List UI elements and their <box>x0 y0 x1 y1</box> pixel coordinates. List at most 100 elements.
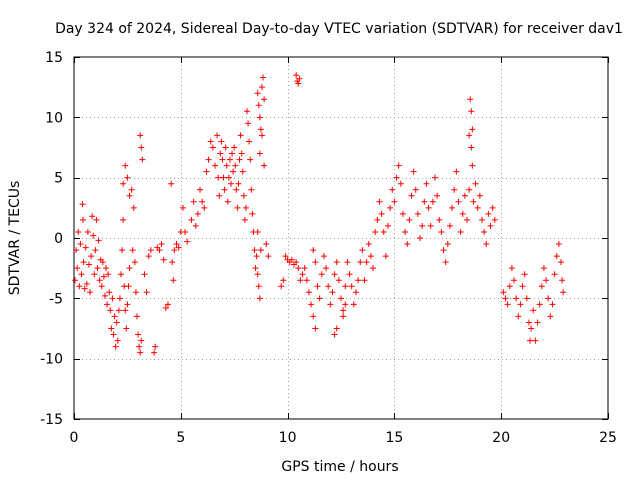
data-point <box>76 283 83 290</box>
data-point <box>333 259 340 266</box>
data-point <box>487 222 494 229</box>
data-point <box>421 198 428 205</box>
data-point <box>278 283 285 290</box>
y-tick-label: 10 <box>45 110 63 126</box>
y-tick-label: -10 <box>40 352 63 368</box>
data-point <box>314 283 321 290</box>
data-point <box>301 265 308 272</box>
data-point <box>256 295 263 302</box>
x-tick-label: 20 <box>492 430 510 446</box>
data-point <box>223 162 230 169</box>
data-point <box>523 295 530 302</box>
data-point <box>255 283 262 290</box>
data-point <box>335 277 342 284</box>
data-point <box>457 228 464 235</box>
data-point <box>160 256 167 263</box>
data-point <box>530 307 537 314</box>
data-point <box>156 247 163 254</box>
data-point <box>303 277 310 284</box>
data-point <box>122 307 129 314</box>
data-point <box>325 283 332 290</box>
data-point <box>547 313 554 320</box>
data-point <box>101 292 108 299</box>
data-point <box>412 186 419 193</box>
grid-lines <box>74 57 608 419</box>
data-point <box>376 198 383 205</box>
data-point <box>82 244 89 251</box>
x-tick-label: 5 <box>176 430 185 446</box>
data-point <box>111 313 118 320</box>
data-point <box>132 289 139 296</box>
data-point <box>188 216 195 223</box>
x-tick-label: 15 <box>385 430 403 446</box>
data-point <box>468 144 475 151</box>
data-point <box>116 295 123 302</box>
data-point <box>469 162 476 169</box>
data-point <box>226 156 233 163</box>
data-point <box>94 265 101 272</box>
data-point <box>182 228 189 235</box>
data-points <box>72 72 567 356</box>
data-point <box>113 319 120 326</box>
data-point <box>214 132 221 139</box>
data-point <box>372 228 379 235</box>
data-point <box>414 210 421 217</box>
x-axis-label: GPS time / hours <box>281 459 398 475</box>
data-point <box>138 144 145 151</box>
data-point <box>265 253 272 260</box>
data-point <box>236 156 243 163</box>
data-point <box>489 204 496 211</box>
data-point <box>464 216 471 223</box>
data-point <box>238 150 245 157</box>
y-tick-label: -15 <box>40 412 63 428</box>
data-point <box>203 168 210 175</box>
data-point <box>340 313 347 320</box>
data-point <box>504 301 511 308</box>
data-point <box>485 210 492 217</box>
data-point <box>538 283 545 290</box>
data-point <box>380 228 387 235</box>
data-point <box>229 150 236 157</box>
data-point <box>197 186 204 193</box>
data-point <box>316 295 323 302</box>
data-point <box>393 174 400 181</box>
data-point <box>254 271 261 278</box>
data-point <box>81 285 88 292</box>
data-point <box>468 108 475 115</box>
data-point <box>231 144 238 151</box>
data-point <box>88 253 95 260</box>
data-point <box>173 241 180 248</box>
data-point <box>329 289 336 296</box>
data-point <box>444 241 451 248</box>
data-point <box>108 325 115 332</box>
data-point <box>233 186 240 193</box>
data-point <box>123 325 130 332</box>
data-point <box>446 222 453 229</box>
data-point <box>425 204 432 211</box>
data-point <box>95 237 102 244</box>
data-point <box>470 198 477 205</box>
data-point <box>476 192 483 199</box>
data-point <box>549 301 556 308</box>
data-point <box>374 216 381 223</box>
x-tick-label: 0 <box>70 430 79 446</box>
data-point <box>129 247 136 254</box>
data-point <box>254 228 261 235</box>
data-point <box>138 337 145 344</box>
data-point <box>342 283 349 290</box>
data-point <box>553 253 560 260</box>
data-point <box>312 325 319 332</box>
data-point <box>310 313 317 320</box>
data-point <box>361 277 368 284</box>
data-point <box>224 198 231 205</box>
data-point <box>534 319 541 326</box>
data-point <box>508 265 515 272</box>
data-point <box>169 259 176 266</box>
data-point <box>139 156 146 163</box>
data-point <box>406 216 413 223</box>
data-point <box>98 283 105 290</box>
data-point <box>251 247 258 254</box>
data-point <box>248 186 255 193</box>
data-point <box>201 204 208 211</box>
